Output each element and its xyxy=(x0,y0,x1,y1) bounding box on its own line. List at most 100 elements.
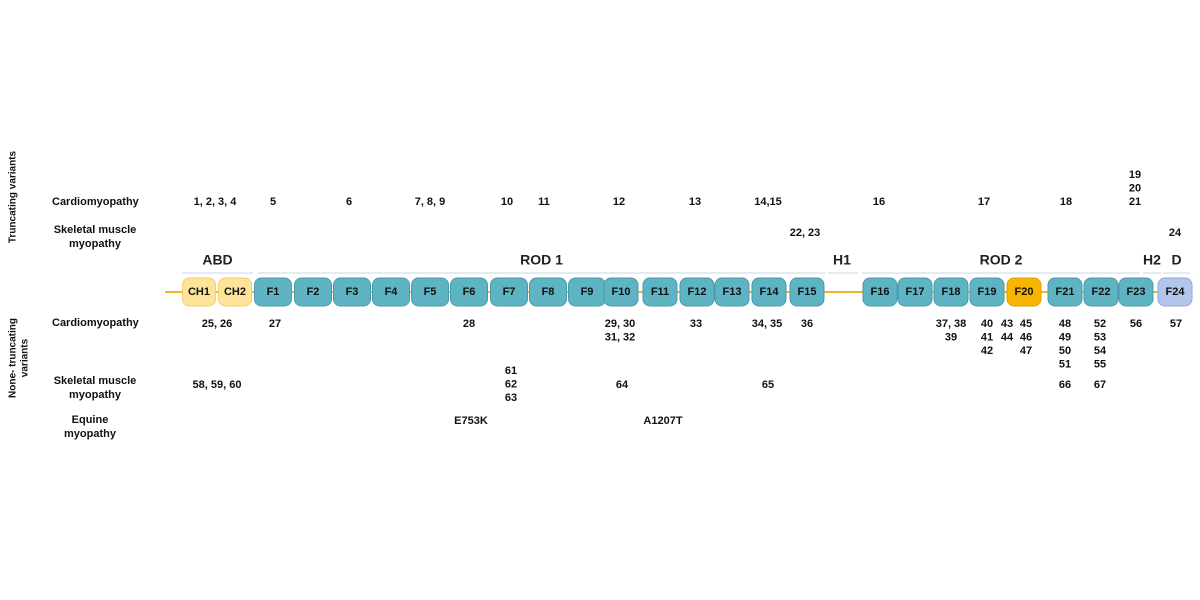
variant-label: 34, 35 xyxy=(752,318,783,330)
domain-box xyxy=(1006,277,1042,307)
variant-label: 47 xyxy=(1020,345,1032,357)
region-label: ROD 2 xyxy=(980,252,1023,268)
region-label: H2 xyxy=(1143,252,1161,268)
domain-box xyxy=(1083,277,1119,307)
domain-label: F7 xyxy=(503,286,516,298)
domain-box xyxy=(897,277,933,307)
domain-box xyxy=(333,277,371,307)
variant-label: 39 xyxy=(945,331,957,343)
domain-label: F9 xyxy=(581,286,594,298)
domain-box xyxy=(603,277,639,307)
domain-box xyxy=(933,277,969,307)
domain-label: F11 xyxy=(651,286,669,298)
variant-label: 5 xyxy=(270,196,276,208)
domain-label: F12 xyxy=(688,286,707,298)
domain-box xyxy=(789,277,825,307)
domain-box xyxy=(714,277,750,307)
variant-label: 62 xyxy=(505,378,517,390)
variant-label: E753K xyxy=(454,415,488,427)
domain-label: F20 xyxy=(1015,286,1034,298)
variant-label: 33 xyxy=(690,318,702,330)
region-label: ABD xyxy=(202,252,232,268)
variant-label: 7, 8, 9 xyxy=(415,196,446,208)
domain-box xyxy=(490,277,528,307)
row-label: Cardiomyopathy xyxy=(52,317,140,329)
variant-label: A1207T xyxy=(643,415,682,427)
domain-label: CH1 xyxy=(188,286,210,298)
variant-label: 63 xyxy=(505,392,517,404)
variant-label: 1, 2, 3, 4 xyxy=(194,196,238,208)
variant-label: 6 xyxy=(346,196,352,208)
region-label: ROD 1 xyxy=(520,252,563,268)
variant-label: 28 xyxy=(463,318,475,330)
domain-label: F19 xyxy=(978,286,997,298)
domain-box xyxy=(254,277,292,307)
domain-label: F5 xyxy=(424,286,437,298)
domain-box xyxy=(529,277,567,307)
variant-label: 27 xyxy=(269,318,281,330)
domain-label: F16 xyxy=(871,286,890,298)
domain-box xyxy=(450,277,488,307)
domain-box xyxy=(969,277,1005,307)
domain-box xyxy=(1047,277,1083,307)
variant-label: 66 xyxy=(1059,379,1071,391)
domain-label: F24 xyxy=(1166,286,1186,298)
row-label: Skeletal muscle xyxy=(54,375,137,387)
row-label: myopathy xyxy=(69,238,122,250)
variant-label: 18 xyxy=(1060,196,1072,208)
variant-label: 21 xyxy=(1129,196,1141,208)
domain-label: F15 xyxy=(798,286,817,298)
domain-label: F18 xyxy=(942,286,961,298)
domain-label: F6 xyxy=(463,286,476,298)
variant-label: 36 xyxy=(801,318,813,330)
domain-label: F23 xyxy=(1127,286,1146,298)
variant-label: 52 xyxy=(1094,318,1106,330)
domain-box xyxy=(1157,277,1193,307)
variant-label: 54 xyxy=(1094,345,1107,357)
row-label: myopathy xyxy=(69,389,122,401)
domain-box xyxy=(294,277,332,307)
variant-label: 67 xyxy=(1094,379,1106,391)
variant-label: 45 xyxy=(1020,318,1032,330)
variant-label: 14,15 xyxy=(754,196,782,208)
variant-label: 58, 59, 60 xyxy=(193,379,242,391)
domain-label: F17 xyxy=(906,286,925,298)
variant-label: 50 xyxy=(1059,345,1071,357)
row-label: myopathy xyxy=(64,428,117,440)
variant-label: 55 xyxy=(1094,358,1106,370)
side-label: None- truncating xyxy=(8,318,19,398)
domain-box xyxy=(182,277,216,307)
variant-label: 56 xyxy=(1130,318,1142,330)
variant-label: 49 xyxy=(1059,331,1071,343)
domain-box xyxy=(1118,277,1154,307)
variant-label: 46 xyxy=(1020,331,1032,343)
domain-label: F2 xyxy=(307,286,320,298)
variant-label: 22, 23 xyxy=(790,227,821,239)
variant-label: 29, 30 xyxy=(605,318,636,330)
row-label: Skeletal muscle xyxy=(54,224,137,236)
variant-label: 64 xyxy=(616,379,629,391)
region-label: H1 xyxy=(833,252,851,268)
domain-label: F22 xyxy=(1092,286,1111,298)
variant-label: 20 xyxy=(1129,182,1141,194)
domain-label: F8 xyxy=(542,286,555,298)
region-label: D xyxy=(1171,252,1181,268)
variant-label: 65 xyxy=(762,379,774,391)
row-label: Equine xyxy=(72,414,109,426)
variant-label: 24 xyxy=(1169,227,1182,239)
variant-label: 48 xyxy=(1059,318,1071,330)
domain-label: CH2 xyxy=(224,286,246,298)
domain-box xyxy=(862,277,898,307)
variant-label: 16 xyxy=(873,196,885,208)
variant-label: 12 xyxy=(613,196,625,208)
variant-label: 31, 32 xyxy=(605,331,636,343)
domain-label: F4 xyxy=(385,286,399,298)
variant-label: 42 xyxy=(981,345,993,357)
row-label: Cardiomyopathy xyxy=(52,196,140,208)
variant-label: 51 xyxy=(1059,358,1071,370)
variant-label: 44 xyxy=(1001,331,1014,343)
variant-label: 57 xyxy=(1170,318,1182,330)
domain-label: F10 xyxy=(612,286,631,298)
domain-label: F13 xyxy=(723,286,742,298)
